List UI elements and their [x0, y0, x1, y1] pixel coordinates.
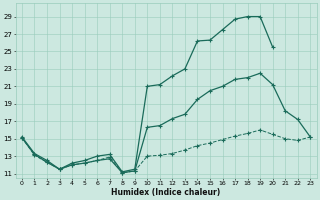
X-axis label: Humidex (Indice chaleur): Humidex (Indice chaleur) [111, 188, 221, 197]
